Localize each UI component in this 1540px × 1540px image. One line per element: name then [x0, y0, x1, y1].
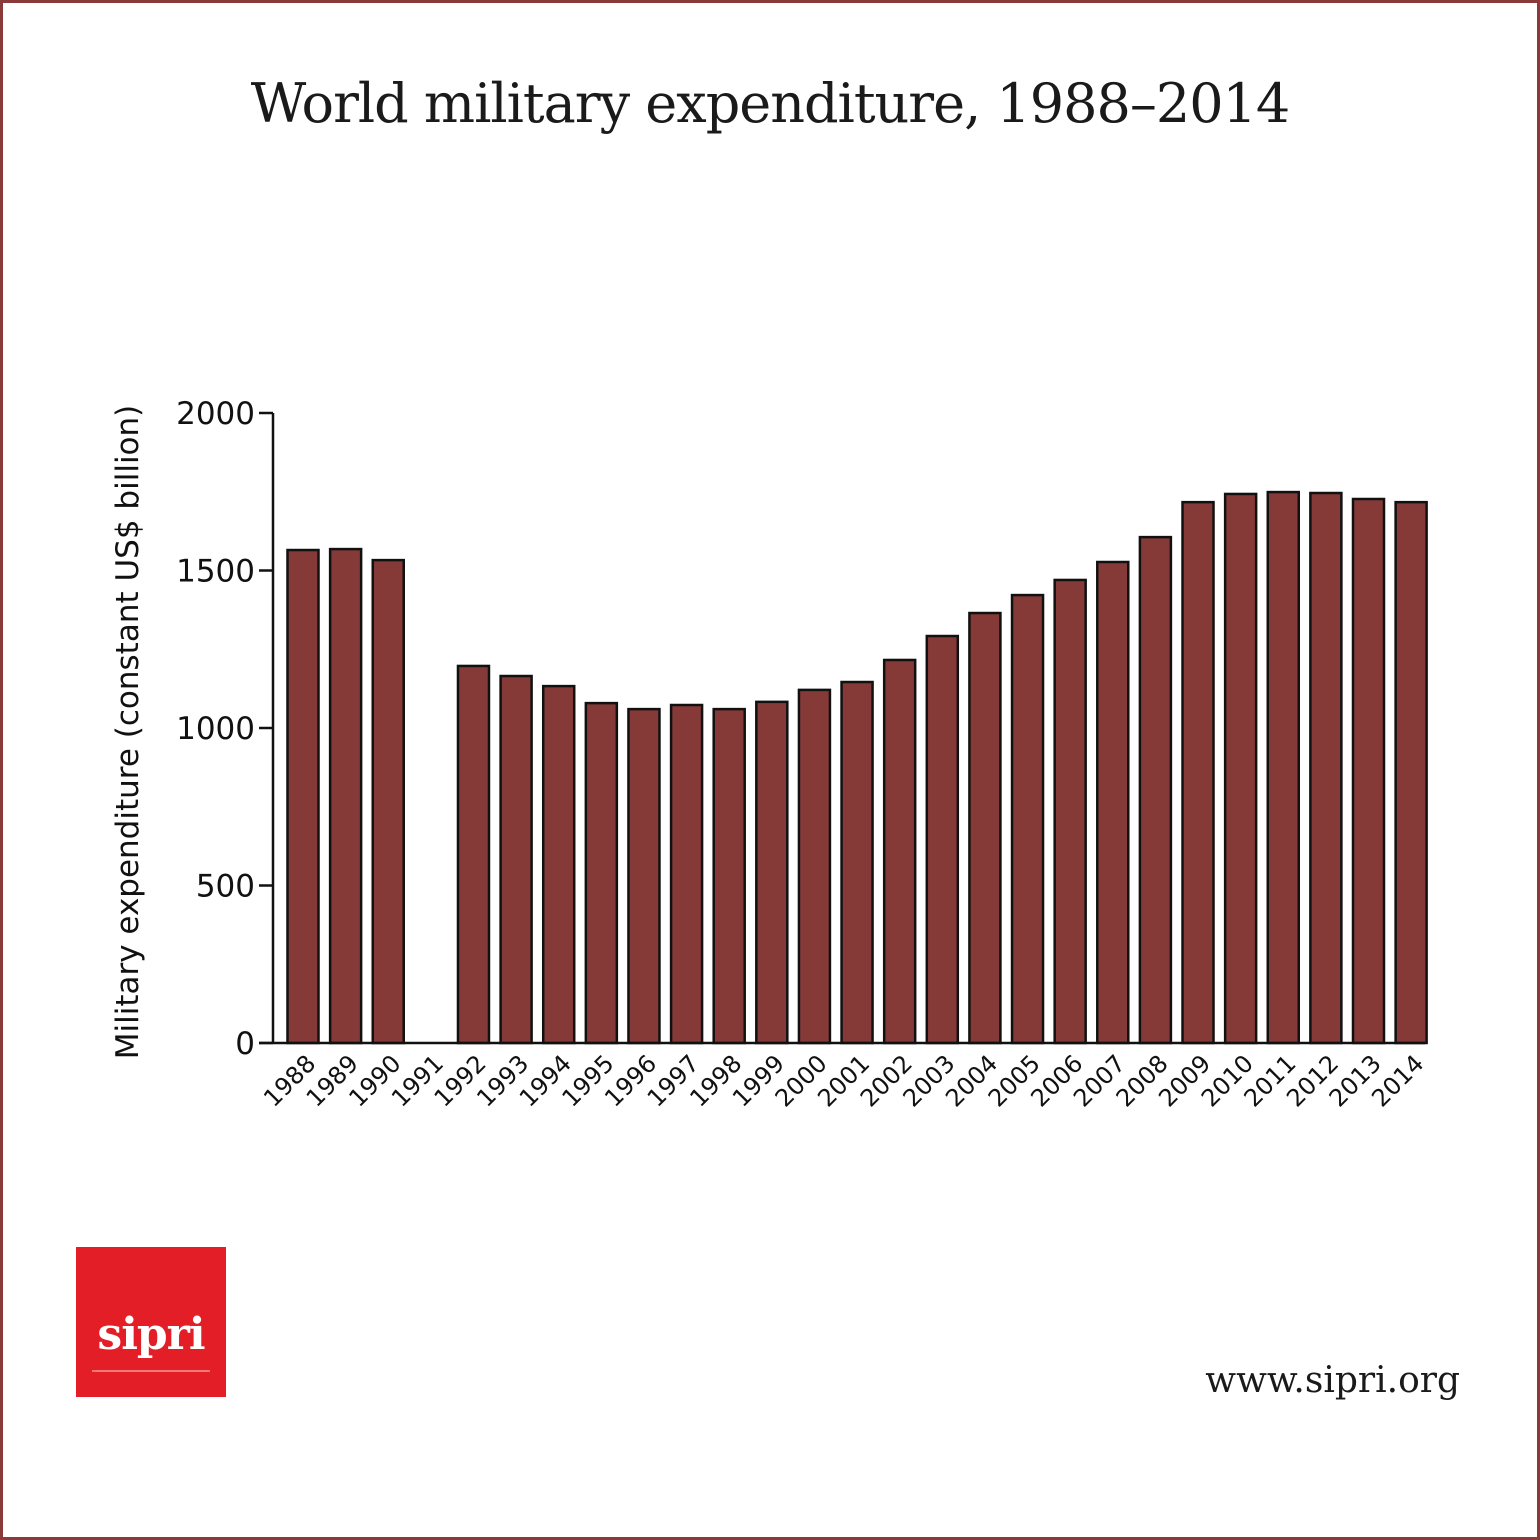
sipri-logo-text: sipri	[97, 1309, 205, 1360]
bars	[286, 490, 1428, 1045]
chart-title: World military expenditure, 1988–2014	[250, 72, 1291, 135]
bar-1988	[286, 548, 320, 1045]
bar-2012	[1309, 491, 1343, 1045]
bar-2010	[1223, 492, 1258, 1045]
footer-url: www.sipri.org	[1205, 1360, 1460, 1401]
sipri-logo-underline	[92, 1370, 210, 1372]
bar-1997	[669, 703, 704, 1045]
bar-1996	[627, 707, 661, 1045]
bar-2007	[1096, 560, 1130, 1045]
bar-2011	[1266, 490, 1301, 1045]
y-tick-label: 0	[235, 1026, 255, 1062]
y-tick-label: 500	[196, 869, 255, 905]
y-tick-label: 1000	[176, 711, 255, 747]
bar-1994	[541, 684, 576, 1045]
bar-2003	[925, 634, 960, 1045]
bar-1995	[584, 701, 619, 1045]
y-tick-label: 2000	[176, 396, 255, 432]
bar-2004	[968, 611, 1002, 1045]
bar-1990	[371, 558, 405, 1045]
bar-1993	[499, 674, 533, 1045]
bar-1989	[328, 547, 363, 1045]
bar-2006	[1053, 578, 1087, 1045]
x-axis: 1988198919901991199219931994199519961997…	[258, 1041, 1429, 1112]
y-axis: 0 500 1000 1500 2000	[176, 396, 275, 1062]
y-tick-label: 1500	[176, 554, 255, 590]
bar-1998	[712, 707, 746, 1045]
y-axis-label: Military expenditure (constant US$ billi…	[110, 405, 146, 1060]
bar-2002	[882, 658, 917, 1045]
bar-1999	[755, 700, 789, 1045]
bar-1992	[456, 664, 491, 1045]
bar-2009	[1181, 500, 1215, 1045]
sipri-logo: sipri	[76, 1247, 226, 1397]
bar-2005	[1010, 593, 1045, 1045]
bar-2014	[1394, 500, 1428, 1045]
bar-2001	[840, 680, 874, 1045]
bar-2013	[1351, 497, 1386, 1045]
bar-2000	[797, 688, 832, 1045]
bar-2008	[1138, 535, 1173, 1045]
